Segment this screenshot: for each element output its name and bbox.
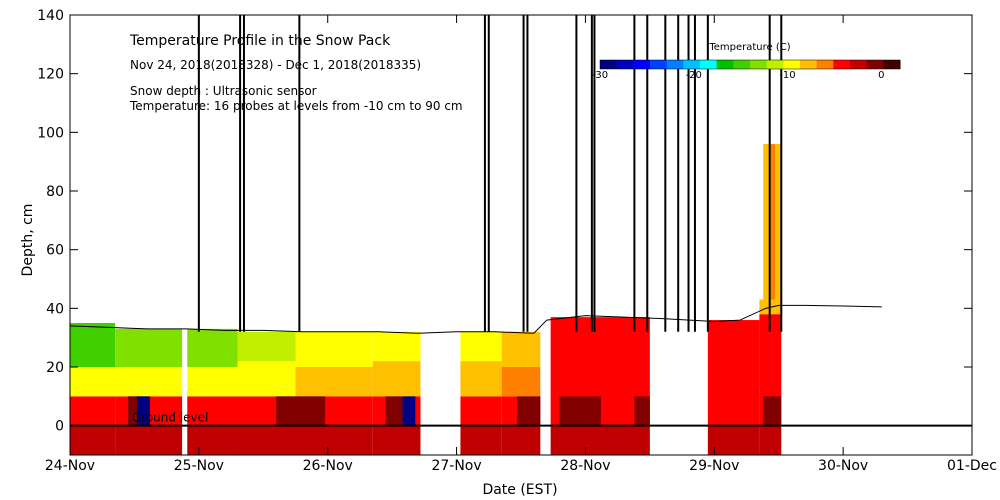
colorbar-cell-1: [616, 60, 634, 69]
dark-patch-2: [276, 396, 326, 426]
y-tick-label-1: 20: [46, 360, 64, 376]
colorbar-cell-5: [683, 60, 701, 69]
temperature-band-7-layer-0: [501, 425, 541, 455]
colorbar-cell-14: [833, 60, 851, 69]
y-axis-title: Depth, cm: [20, 204, 36, 277]
x-axis-title: Date (EST): [482, 482, 557, 498]
temperature-band-1-layer-3: [115, 328, 183, 367]
dark-patch-4: [402, 396, 416, 426]
temperature-band-9-layer-0: [707, 425, 760, 455]
y-tick-label-2: 40: [46, 301, 64, 317]
y-tick-label-7: 140: [37, 8, 64, 24]
temperature-band-5-layer-0: [372, 425, 421, 455]
colorbar-tick-label-1: -20: [686, 70, 702, 81]
colorbar-cell-8: [733, 60, 751, 69]
sensor-note: Snow depth : Ultrasonic sensor: [130, 84, 317, 98]
colorbar-cell-7: [716, 60, 734, 69]
x-tick-label-0: 24-Nov: [45, 458, 95, 474]
colorbar-cell-6: [700, 60, 718, 69]
x-tick-label-3: 27-Nov: [431, 458, 481, 474]
colorbar-cell-15: [850, 60, 868, 69]
temperature-band-0-layer-0: [70, 425, 116, 455]
temperature-band-8-layer-0: [550, 425, 650, 455]
temperature-band-5-layer-2: [372, 361, 421, 397]
colorbar-cell-9: [750, 60, 768, 69]
temperature-band-0-layer-3: [70, 323, 116, 367]
temperature-band-4-layer-3: [295, 331, 373, 367]
colorbar-cell-12: [800, 60, 818, 69]
plot-frame: [69, 14, 973, 456]
probe-note: Temperature: 16 probes at levels from -1…: [129, 99, 463, 113]
probe-column-segment-1: [769, 144, 776, 300]
colorbar-tick-label-0: -30: [592, 70, 608, 81]
y-tick-label-6: 120: [37, 67, 64, 83]
chart-title: Temperature Profile in the Snow Pack: [129, 33, 391, 49]
temperature-band-2-layer-2: [187, 367, 238, 397]
colorbar-tick-label-2: -10: [779, 70, 795, 81]
temperature-band-6-layer-3: [460, 331, 502, 362]
snow-depth-line: [69, 304, 882, 334]
x-tick-label-5: 29-Nov: [689, 458, 739, 474]
colorbar-title: Temperature (C): [708, 42, 790, 53]
temperature-band-10-layer-0: [759, 425, 782, 455]
y-tick-label-0: 0: [55, 419, 64, 435]
x-tick-label-6: 30-Nov: [818, 458, 868, 474]
probe-column-segment-0: [763, 144, 770, 300]
temperature-band-1-layer-2: [115, 367, 183, 397]
colorbar-cell-0: [600, 60, 618, 69]
colorbar-cell-3: [650, 60, 668, 69]
x-tick-label-4: 28-Nov: [560, 458, 610, 474]
colorbar-frame: [599, 59, 901, 70]
dark-patch-3: [385, 396, 403, 426]
colorbar-cell-2: [633, 60, 651, 69]
colorbar-cell-10: [766, 60, 784, 69]
temperature-band-4-layer-0: [295, 425, 373, 455]
temperature-band-7-layer-2: [501, 367, 541, 397]
colorbar-cell-17: [883, 60, 901, 69]
temperature-band-0-layer-1: [70, 396, 116, 426]
ground-level-label: Ground level: [132, 411, 209, 425]
temperature-band-2-layer-0: [187, 425, 238, 455]
temperature-band-7-layer-3: [501, 331, 541, 367]
chart-subtitle: Nov 24, 2018(2018328) - Dec 1, 2018(2018…: [130, 58, 421, 72]
temperature-band-0-layer-2: [70, 367, 116, 397]
snow-depth-line-group: [69, 304, 882, 334]
dark-patch-1: [137, 396, 150, 426]
probe-column-segment-2: [775, 144, 782, 300]
colorbar-tick-label-3: 0: [878, 70, 884, 81]
x-tick-label-1: 25-Nov: [174, 458, 224, 474]
y-tick-label-3: 60: [46, 243, 64, 259]
axis-ticks: 24-Nov 25-Nov 26-Nov 27-Nov 28-Nov 29-Nov 30-N…: [37, 8, 997, 474]
temperature-bands: [70, 299, 782, 455]
x-tick-label-7: 01-Dec: [947, 458, 997, 474]
y-tick-label-4: 80: [46, 184, 64, 200]
dark-patches: [127, 144, 782, 426]
y-tick-label-5: 100: [37, 125, 64, 141]
colorbar-cell-11: [783, 60, 801, 69]
temperature-band-6-layer-1: [460, 396, 502, 426]
dark-patch-8: [763, 396, 782, 426]
colorbar-cell-4: [666, 60, 684, 69]
colorbar-cell-16: [866, 60, 884, 69]
dark-patch-5: [517, 396, 541, 426]
colorbar-ticks: -30 -20 -10 0: [592, 70, 885, 81]
colorbar: Temperature (C) -30 -20 -10 0: [592, 42, 901, 81]
temperature-band-1-layer-0: [115, 425, 183, 455]
temperature-band-3-layer-3: [237, 331, 296, 362]
temperature-band-5-layer-3: [372, 331, 421, 362]
x-tick-label-2: 26-Nov: [303, 458, 353, 474]
temperature-band-6-layer-0: [460, 425, 502, 455]
dark-patch-6: [559, 396, 601, 426]
temperature-band-2-layer-1: [187, 396, 238, 426]
temperature-band-9-layer-1: [707, 320, 760, 426]
temperature-band-2-layer-3: [187, 328, 238, 367]
temperature-band-6-layer-2: [460, 361, 502, 397]
colorbar-cell-13: [816, 60, 834, 69]
temperature-band-4-layer-2: [295, 367, 373, 397]
dark-patch-7: [634, 396, 650, 426]
temperature-band-3-layer-2: [237, 361, 296, 397]
colorbar-cells: [599, 59, 901, 70]
temperature-band-3-layer-0: [237, 425, 296, 455]
